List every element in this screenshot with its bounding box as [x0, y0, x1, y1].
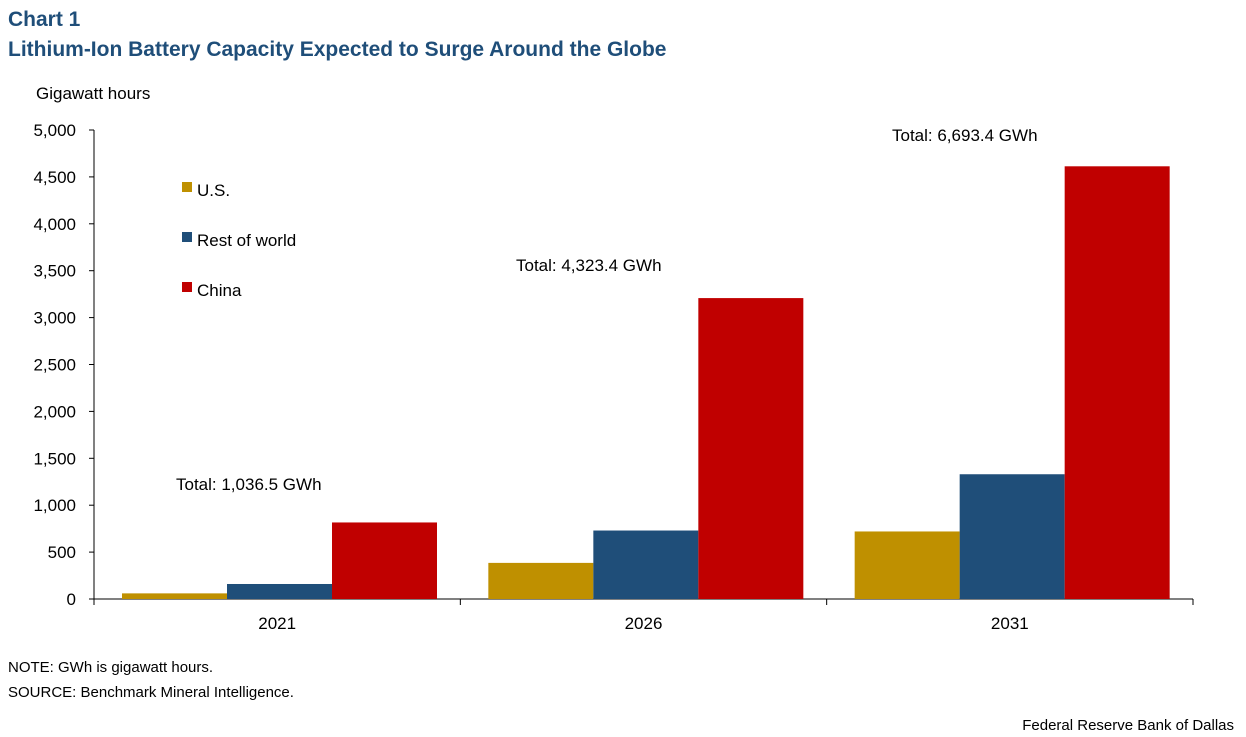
legend-swatch [182, 232, 192, 242]
y-tick-label: 2,500 [33, 356, 76, 375]
total-annotation: Total: 6,693.4 GWh [892, 126, 1038, 145]
y-tick-label: 500 [48, 543, 76, 562]
chart-number: Chart 1 [8, 8, 81, 31]
note: NOTE: GWh is gigawatt hours. [8, 659, 214, 676]
y-tick-label: 3,000 [33, 309, 76, 328]
legend-label: Rest of world [197, 231, 296, 250]
bar-rest-of-world-2026 [593, 530, 699, 599]
bar-china-2021 [332, 522, 437, 599]
y-tick-label: 4,500 [33, 168, 76, 187]
legend-label: U.S. [197, 181, 230, 200]
y-tick-label: 4,000 [33, 215, 76, 234]
legend-swatch [182, 182, 192, 192]
bar-china-2026 [698, 298, 804, 599]
y-tick-label: 0 [67, 590, 76, 609]
legend-swatch [182, 282, 192, 292]
x-tick-label: 2021 [258, 614, 296, 633]
y-tick-label: 1,500 [33, 449, 76, 468]
x-tick-label: 2031 [991, 614, 1029, 633]
bar-u-s--2026 [488, 562, 594, 599]
bar-rest-of-world-2021 [227, 583, 332, 599]
source: SOURCE: Benchmark Mineral Intelligence. [8, 684, 294, 701]
y-tick-label: 5,000 [33, 121, 76, 140]
legend-label: China [197, 281, 242, 300]
y-tick-label: 2,000 [33, 402, 76, 421]
x-tick-label: 2026 [625, 614, 663, 633]
y-axis-label: Gigawatt hours [36, 84, 151, 103]
total-annotation: Total: 4,323.4 GWh [516, 256, 662, 275]
bar-u-s--2021 [122, 593, 227, 599]
bar-rest-of-world-2031 [959, 474, 1065, 599]
total-annotation: Total: 1,036.5 GWh [176, 475, 322, 494]
credit: Federal Reserve Bank of Dallas [1022, 717, 1234, 734]
bar-china-2031 [1064, 166, 1170, 599]
chart-title: Lithium-Ion Battery Capacity Expected to… [8, 38, 667, 61]
y-tick-label: 3,500 [33, 262, 76, 281]
y-tick-label: 1,000 [33, 496, 76, 515]
bar-u-s--2031 [854, 531, 960, 599]
